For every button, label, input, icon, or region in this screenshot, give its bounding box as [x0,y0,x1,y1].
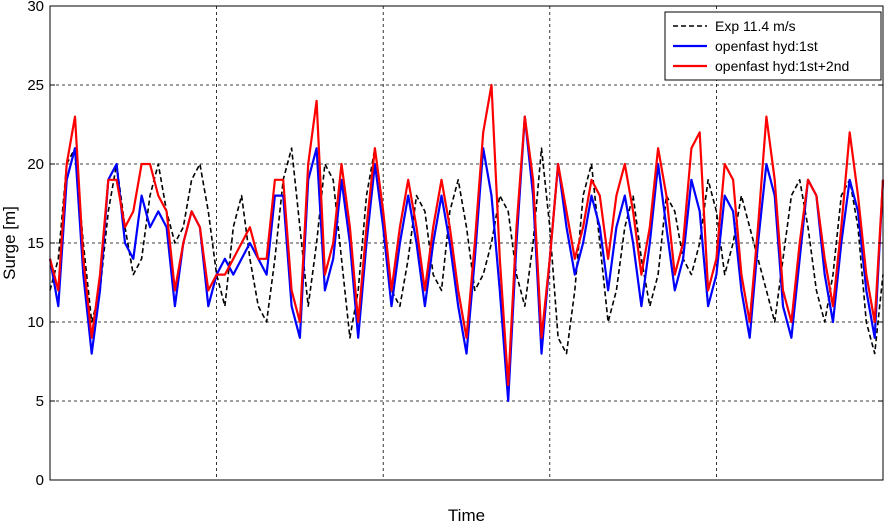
y-tick-label: 15 [27,235,44,252]
y-tick-label: 0 [36,472,44,489]
y-tick-label: 10 [27,314,44,331]
legend-label: openfast hyd:1st+2nd [715,58,849,74]
legend: Exp 11.4 m/s openfast hyd:1st openfast hyd… [664,11,882,81]
y-tick-label: 25 [27,77,44,94]
y-axis-ticks: 0 5 10 15 20 25 30 [27,0,883,489]
grid-lines [50,6,883,480]
legend-box [664,11,882,81]
legend-label: openfast hyd:1st [715,38,818,54]
series-line-3 [48,83,885,387]
y-tick-label: 30 [27,0,44,15]
y-tick-label: 20 [27,156,44,173]
x-axis-title: Time [448,506,485,525]
series-line-1 [49,147,884,355]
y-tick-label: 5 [36,393,44,410]
plot-area [48,83,885,403]
y-axis-title: Surge [m] [0,206,19,280]
legend-label: Exp 11.4 m/s [715,18,796,34]
